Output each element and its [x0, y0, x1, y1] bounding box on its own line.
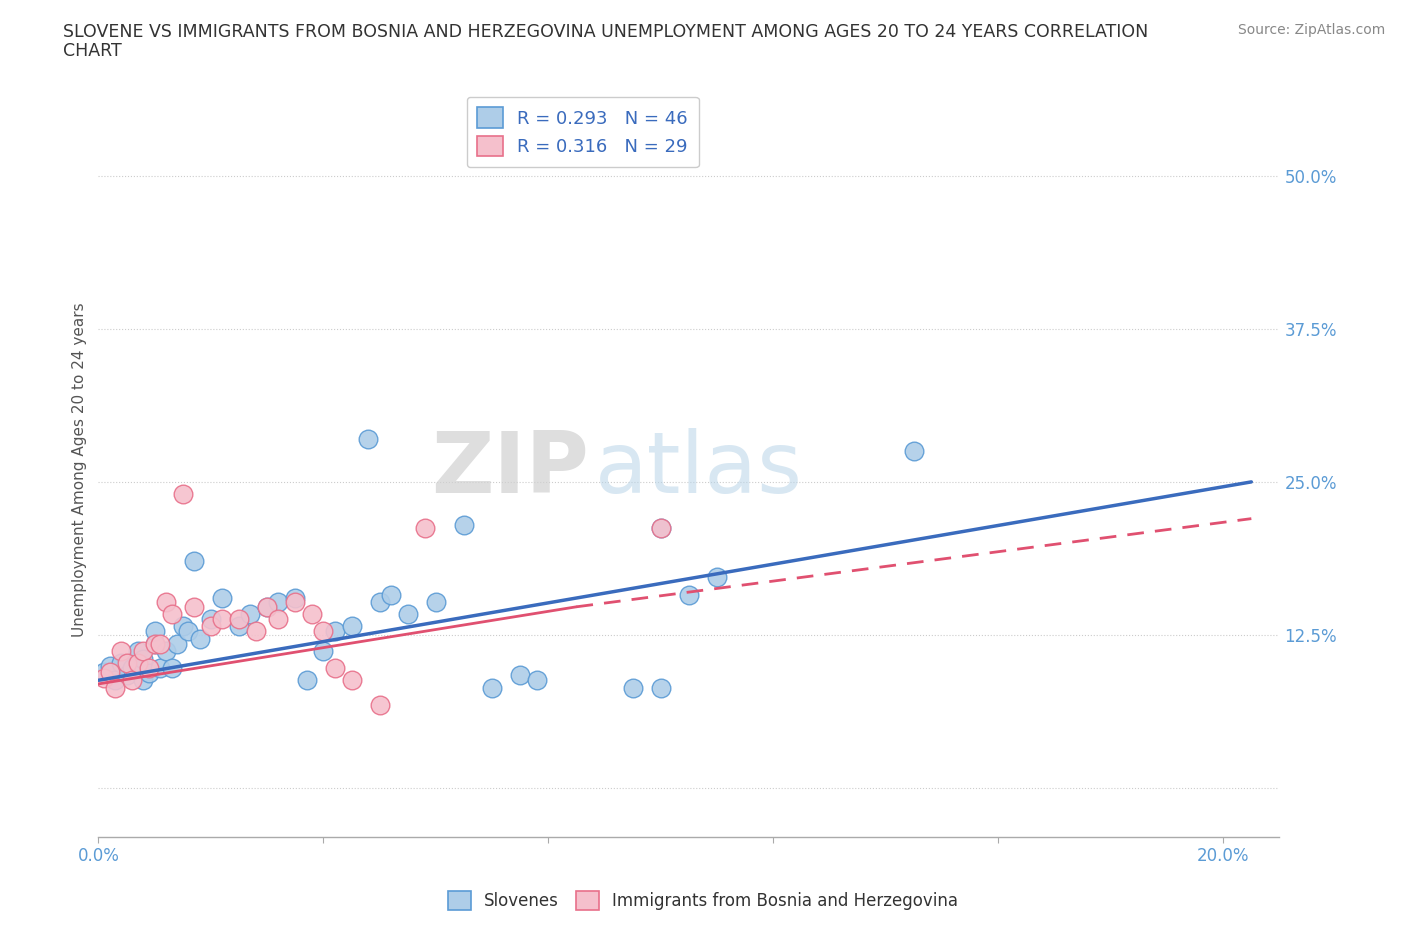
Text: Source: ZipAtlas.com: Source: ZipAtlas.com	[1237, 23, 1385, 37]
Point	[396, 606, 419, 621]
Point	[104, 672, 127, 687]
Point	[284, 594, 307, 609]
Point	[256, 599, 278, 614]
Legend: Slovenes, Immigrants from Bosnia and Herzegovina: Slovenes, Immigrants from Bosnia and Her…	[441, 884, 965, 917]
Point	[357, 432, 380, 446]
Point	[256, 599, 278, 614]
Point	[621, 680, 644, 695]
Point	[121, 660, 143, 675]
Point	[127, 644, 149, 658]
Point	[93, 671, 115, 685]
Point	[143, 624, 166, 639]
Point	[132, 644, 155, 658]
Point	[481, 680, 503, 695]
Point	[650, 521, 672, 536]
Point	[284, 591, 307, 605]
Point	[132, 672, 155, 687]
Point	[368, 594, 391, 609]
Point	[526, 672, 548, 687]
Point	[160, 660, 183, 675]
Point	[323, 624, 346, 639]
Point	[650, 680, 672, 695]
Point	[245, 624, 267, 639]
Text: CHART: CHART	[63, 42, 122, 60]
Point	[211, 612, 233, 627]
Point	[301, 606, 323, 621]
Point	[98, 658, 121, 673]
Point	[104, 680, 127, 695]
Point	[155, 644, 177, 658]
Point	[650, 521, 672, 536]
Point	[143, 636, 166, 651]
Point	[323, 660, 346, 675]
Point	[177, 624, 200, 639]
Point	[115, 656, 138, 671]
Point	[239, 606, 262, 621]
Y-axis label: Unemployment Among Ages 20 to 24 years: Unemployment Among Ages 20 to 24 years	[72, 302, 87, 637]
Point	[509, 668, 531, 683]
Point	[155, 594, 177, 609]
Point	[115, 668, 138, 683]
Point	[98, 664, 121, 679]
Point	[453, 517, 475, 532]
Point	[166, 636, 188, 651]
Point	[200, 619, 222, 634]
Text: ZIP: ZIP	[430, 428, 589, 512]
Legend: R = 0.293   N = 46, R = 0.316   N = 29: R = 0.293 N = 46, R = 0.316 N = 29	[467, 97, 699, 167]
Point	[706, 570, 728, 585]
Point	[143, 636, 166, 651]
Point	[267, 594, 290, 609]
Point	[138, 660, 160, 675]
Point	[228, 619, 250, 634]
Point	[172, 486, 194, 501]
Point	[368, 698, 391, 712]
Point	[211, 591, 233, 605]
Text: SLOVENE VS IMMIGRANTS FROM BOSNIA AND HERZEGOVINA UNEMPLOYMENT AMONG AGES 20 TO : SLOVENE VS IMMIGRANTS FROM BOSNIA AND HE…	[63, 23, 1149, 41]
Point	[183, 599, 205, 614]
Point	[413, 521, 436, 536]
Point	[340, 672, 363, 687]
Point	[132, 652, 155, 667]
Point	[127, 656, 149, 671]
Point	[470, 95, 492, 110]
Point	[160, 606, 183, 621]
Point	[267, 612, 290, 627]
Point	[312, 624, 335, 639]
Point	[295, 672, 318, 687]
Point	[183, 554, 205, 569]
Point	[93, 664, 115, 679]
Point	[138, 666, 160, 681]
Point	[425, 594, 447, 609]
Point	[312, 644, 335, 658]
Point	[200, 612, 222, 627]
Point	[188, 631, 211, 646]
Point	[380, 587, 402, 602]
Point	[110, 656, 132, 671]
Point	[110, 644, 132, 658]
Point	[228, 612, 250, 627]
Point	[903, 444, 925, 458]
Point	[149, 636, 172, 651]
Point	[340, 619, 363, 634]
Text: atlas: atlas	[595, 428, 803, 512]
Point	[121, 672, 143, 687]
Point	[172, 619, 194, 634]
Point	[149, 660, 172, 675]
Point	[678, 587, 700, 602]
